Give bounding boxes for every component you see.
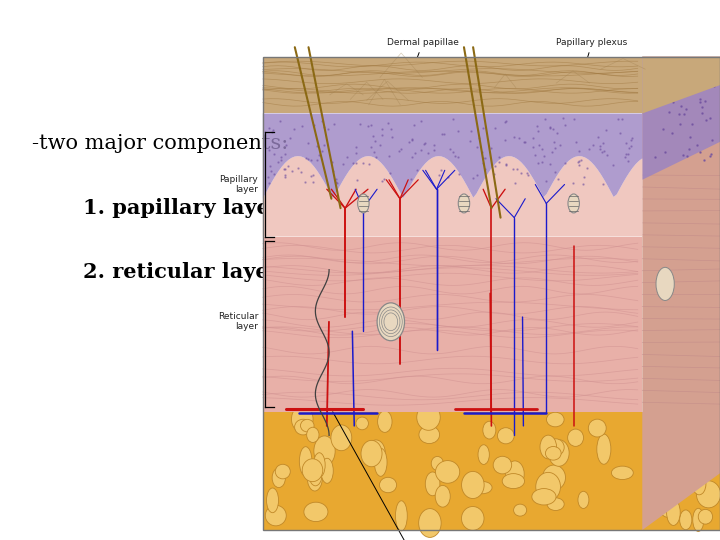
Ellipse shape — [578, 491, 589, 509]
Polygon shape — [263, 113, 642, 199]
Ellipse shape — [300, 447, 312, 476]
Ellipse shape — [377, 411, 392, 433]
Polygon shape — [263, 237, 642, 411]
Ellipse shape — [275, 464, 290, 479]
Ellipse shape — [658, 489, 678, 517]
Ellipse shape — [292, 406, 313, 433]
Text: Dermis: Dermis — [13, 10, 124, 38]
Ellipse shape — [294, 419, 312, 435]
Ellipse shape — [419, 426, 440, 443]
Ellipse shape — [307, 462, 323, 491]
Ellipse shape — [321, 458, 333, 483]
Text: -two major components:: -two major components: — [32, 134, 289, 153]
Polygon shape — [263, 57, 720, 530]
Ellipse shape — [302, 459, 323, 482]
Polygon shape — [263, 411, 720, 530]
Ellipse shape — [503, 474, 525, 489]
Ellipse shape — [493, 456, 512, 474]
Ellipse shape — [266, 488, 279, 512]
Ellipse shape — [395, 501, 408, 531]
Ellipse shape — [304, 502, 328, 522]
Ellipse shape — [674, 470, 693, 490]
Ellipse shape — [377, 303, 405, 341]
Ellipse shape — [597, 434, 611, 464]
Ellipse shape — [653, 485, 673, 515]
Ellipse shape — [513, 504, 526, 516]
Ellipse shape — [300, 420, 314, 432]
Ellipse shape — [478, 445, 490, 464]
Ellipse shape — [669, 477, 680, 491]
Ellipse shape — [542, 465, 565, 490]
Ellipse shape — [265, 505, 287, 526]
Polygon shape — [263, 156, 642, 237]
Ellipse shape — [505, 461, 524, 487]
Ellipse shape — [418, 509, 441, 537]
Ellipse shape — [309, 461, 323, 486]
Text: Papillary
layer: Papillary layer — [220, 175, 258, 194]
Ellipse shape — [693, 508, 704, 531]
Ellipse shape — [532, 489, 556, 505]
Ellipse shape — [657, 466, 667, 488]
Text: Reticular
layer: Reticular layer — [218, 312, 258, 332]
Ellipse shape — [272, 468, 285, 488]
Ellipse shape — [358, 194, 369, 213]
Ellipse shape — [536, 472, 560, 501]
Text: Dermal papillae: Dermal papillae — [387, 38, 459, 102]
Ellipse shape — [547, 498, 564, 510]
Ellipse shape — [645, 475, 660, 490]
Ellipse shape — [331, 425, 352, 451]
Ellipse shape — [431, 456, 444, 470]
Ellipse shape — [356, 417, 369, 430]
Ellipse shape — [462, 471, 484, 498]
Ellipse shape — [696, 481, 720, 508]
Ellipse shape — [567, 429, 583, 447]
Ellipse shape — [473, 482, 492, 494]
Ellipse shape — [680, 510, 692, 530]
Ellipse shape — [549, 440, 569, 466]
Ellipse shape — [379, 477, 397, 492]
Ellipse shape — [367, 440, 385, 467]
Ellipse shape — [546, 412, 564, 427]
Ellipse shape — [568, 194, 580, 213]
Text: Papillary plexus: Papillary plexus — [557, 38, 628, 102]
Ellipse shape — [483, 421, 496, 439]
Ellipse shape — [313, 453, 325, 477]
Ellipse shape — [462, 507, 484, 530]
Ellipse shape — [361, 440, 382, 467]
Ellipse shape — [426, 472, 440, 496]
Polygon shape — [263, 57, 642, 113]
Ellipse shape — [374, 448, 387, 476]
Ellipse shape — [656, 267, 674, 300]
Ellipse shape — [436, 461, 459, 483]
Ellipse shape — [588, 419, 606, 437]
Ellipse shape — [546, 447, 561, 460]
Ellipse shape — [611, 466, 634, 480]
Ellipse shape — [540, 435, 557, 459]
Ellipse shape — [458, 194, 469, 213]
Ellipse shape — [307, 427, 319, 442]
Ellipse shape — [498, 428, 514, 444]
Ellipse shape — [417, 404, 440, 430]
Ellipse shape — [698, 509, 713, 524]
Ellipse shape — [435, 485, 450, 507]
Ellipse shape — [314, 436, 335, 466]
Polygon shape — [642, 57, 720, 113]
Ellipse shape — [547, 439, 564, 456]
Text: 1. papillary layer: 1. papillary layer — [83, 198, 281, 218]
Polygon shape — [642, 57, 720, 530]
Polygon shape — [642, 57, 720, 180]
Ellipse shape — [693, 473, 706, 495]
Ellipse shape — [667, 500, 680, 525]
Text: 2. reticular layer: 2. reticular layer — [83, 262, 279, 282]
